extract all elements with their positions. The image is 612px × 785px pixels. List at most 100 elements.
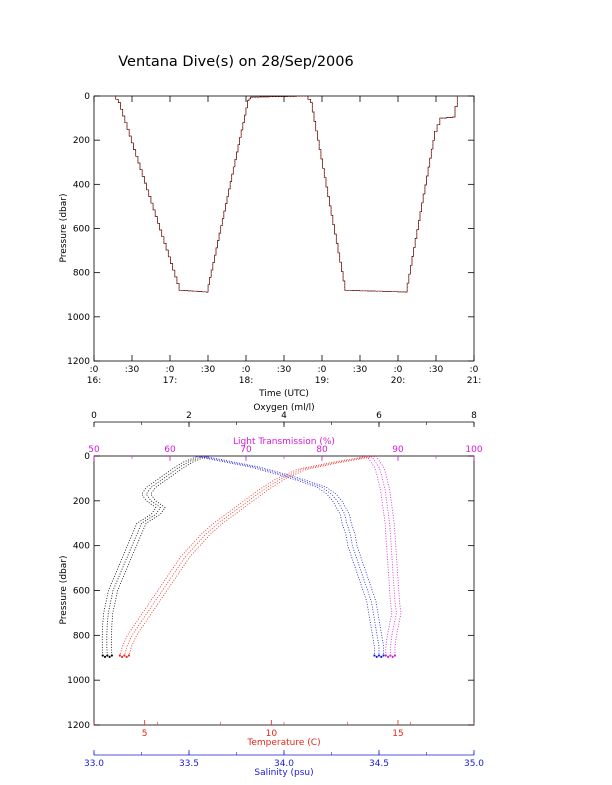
profile-point: [373, 654, 376, 657]
profile-trace: [111, 455, 208, 656]
x-ticks: :016::30:017::30:018::30:019::30:020::30…: [87, 96, 481, 386]
profile-point: [106, 654, 109, 657]
profile-trace: [128, 455, 378, 656]
profile-trace: [101, 455, 199, 656]
y-tick-label: 600: [73, 225, 90, 235]
profile-trace: [203, 455, 384, 656]
x-tick-label: :30: [353, 365, 368, 375]
profile-trace: [124, 455, 373, 656]
axis-tick-label: 4: [281, 411, 287, 421]
x-tick-label: 21:: [467, 376, 481, 386]
axis-tick-label: 60: [164, 445, 176, 455]
profile-trace: [371, 455, 397, 656]
axis-title: Temperature (C): [246, 738, 320, 748]
profile-point: [123, 654, 126, 657]
x-tick-label: :30: [201, 365, 216, 375]
profile-point: [108, 655, 111, 658]
plot-frame: [93, 455, 475, 726]
axis-title: Oxygen (ml/l): [253, 403, 314, 413]
profile-point: [125, 655, 128, 658]
axis-tick-label: 100: [465, 445, 482, 455]
profile-point: [101, 654, 104, 657]
axis-tick-label: 8: [471, 411, 477, 421]
profile-point: [118, 654, 121, 657]
chart-title: Ventana Dive(s) on 28/Sep/2006: [118, 54, 353, 70]
profile-trace: [193, 455, 375, 656]
y-tick-label: 1000: [67, 676, 90, 686]
axis-title: Salinity (psu): [254, 768, 313, 778]
x-tick-label: :30: [125, 365, 140, 375]
profile-trace: [366, 455, 393, 656]
x-tick-label: 19:: [315, 376, 329, 386]
y-tick-label: 0: [84, 452, 90, 462]
profile-trace: [119, 455, 369, 656]
y-ticks: 0 200 400 600 800 1000 1200: [67, 452, 474, 731]
axis-tick-label: 33.5: [179, 759, 199, 769]
profiles-panel: 0 200 400 600 800 1000 1200 0 2 4 6 8 Oxygen (ml/l)…: [59, 403, 484, 778]
profile-point: [121, 655, 124, 658]
x-tick-label: :0: [318, 365, 327, 375]
y-tick-label: 1200: [67, 357, 90, 367]
dive-trace-black: [113, 95, 458, 293]
y-tick-label: 200: [73, 136, 90, 146]
y-ticks: 0 200 400 600 800 1000 1200: [67, 92, 474, 367]
axis-tick-label: 6: [376, 411, 382, 421]
x-tick-label: 17:: [163, 376, 177, 386]
x-tick-label: 16:: [87, 376, 101, 386]
y-tick-label: 400: [73, 180, 90, 190]
profile-point: [393, 654, 397, 657]
profile-point: [380, 655, 383, 658]
axis-tick-label: 34.5: [369, 759, 389, 769]
y-axis-label: Pressure (dbar): [59, 556, 69, 625]
profile-trace: [198, 455, 380, 656]
profile-trace: [106, 455, 204, 656]
x-tick-label: :0: [242, 365, 251, 375]
y-tick-label: 1200: [67, 721, 90, 731]
axis-tick-label: 10: [266, 729, 278, 739]
series-layer: [113, 95, 458, 293]
y-tick-label: 800: [73, 631, 90, 641]
axis-tick-label: 35.0: [464, 759, 484, 769]
x-tick-label: :30: [429, 365, 444, 375]
axis-tick-label: 80: [316, 445, 328, 455]
x-tick-label: :0: [90, 365, 99, 375]
profile-point: [375, 655, 378, 658]
plot-frame: [93, 95, 475, 362]
axis-tick-label: 15: [392, 729, 403, 739]
profile-point: [384, 654, 387, 657]
y-tick-label: 1000: [67, 313, 90, 323]
axis-tick-label: 70: [240, 445, 252, 455]
profile-point: [103, 655, 107, 658]
x-tick-label: :0: [166, 365, 175, 375]
x-tick-label: :30: [277, 365, 292, 375]
y-tick-label: 200: [73, 497, 90, 507]
profile-trace: [375, 455, 402, 656]
profile-point: [387, 655, 390, 658]
x-tick-label: 18:: [239, 376, 253, 386]
dive-trace-red: [113, 95, 458, 293]
profile-point: [377, 654, 381, 657]
x-axis-label: Time (UTC): [258, 389, 309, 399]
axis-tick-label: 2: [186, 411, 192, 421]
x-tick-label: 20:: [391, 376, 405, 386]
profile-point: [382, 654, 385, 657]
y-tick-label: 600: [73, 587, 90, 597]
y-tick-label: 800: [73, 269, 90, 279]
profile-point: [391, 655, 394, 658]
axis-tick-label: 34.0: [274, 759, 294, 769]
profile-point: [127, 654, 131, 657]
series-layer: [101, 455, 402, 658]
axis-title: Light Transmission (%): [233, 437, 335, 447]
y-tick-label: 0: [84, 92, 90, 102]
axis-tick-label: 50: [88, 445, 100, 455]
profile-point: [110, 654, 113, 657]
axis-tick-label: 0: [91, 411, 97, 421]
axis-tick-label: 5: [142, 729, 148, 739]
axis-tick-label: 90: [392, 445, 404, 455]
axis-tick-label: 33.0: [84, 759, 104, 769]
x-tick-label: :0: [394, 365, 403, 375]
profile-point: [389, 654, 392, 657]
